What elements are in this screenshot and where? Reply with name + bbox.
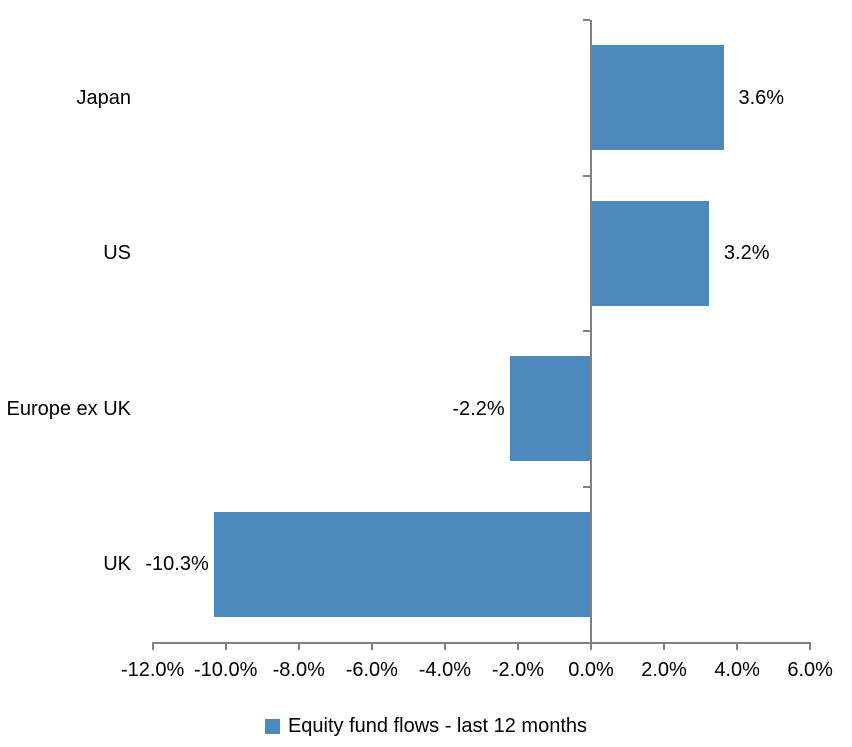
value-label-japan: 3.6% — [738, 86, 785, 109]
zero-axis-line — [590, 20, 592, 650]
legend-label: Equity fund flows - last 12 months — [287, 715, 588, 737]
x-axis-tick-8-0 — [297, 644, 300, 650]
bar-uk — [213, 511, 590, 617]
x-axis-tick-6-0 — [370, 644, 373, 650]
x-axis-line — [151, 642, 812, 644]
x-axis-tick-label-4-0: -4.0% — [418, 659, 471, 681]
value-label-us: 3.2% — [723, 242, 770, 265]
x-axis-tick-label-10-0: -10.0% — [194, 659, 258, 681]
x-axis-tick-label-8-0: -8.0% — [272, 659, 325, 681]
category-boundary-tick-2 — [583, 330, 590, 332]
x-axis-tick-4-0 — [443, 644, 446, 650]
x-axis-tick-label-2-0: -2.0% — [491, 659, 545, 681]
category-boundary-tick-1 — [583, 174, 590, 177]
x-axis-tick-label-4-0: 4.0% — [714, 659, 760, 681]
x-axis-tick-2-0 — [516, 644, 519, 650]
value-label-europe-ex-uk: -2.2% — [452, 397, 505, 420]
legend: Equity fund flows - last 12 months — [0, 712, 852, 740]
x-axis-tick-label-2-0: 2.0% — [641, 659, 687, 681]
bar-europe-ex-uk — [509, 356, 590, 462]
value-label-uk: -10.3% — [145, 553, 209, 576]
category-label-us: US — [103, 242, 131, 265]
bar-japan — [592, 45, 724, 151]
x-axis-tick-label-6-0: 6.0% — [787, 659, 833, 681]
x-axis-tick-10-0 — [224, 644, 227, 650]
bar-us — [592, 200, 709, 306]
x-axis-tick-6-0 — [809, 644, 812, 650]
category-boundary-tick-0 — [583, 19, 590, 21]
category-boundary-tick-3 — [583, 485, 590, 488]
x-axis-tick-label-0-0: 0.0% — [568, 659, 614, 681]
x-axis-tick-2-0 — [663, 644, 666, 650]
x-axis-tick-4-0 — [736, 644, 739, 650]
category-label-europe-ex-uk: Europe ex UK — [6, 397, 131, 420]
x-axis-tick-0-0 — [590, 644, 592, 650]
x-axis-tick-label-6-0: -6.0% — [345, 659, 398, 681]
category-label-japan: Japan — [76, 86, 132, 109]
x-axis-tick-label-12-0: -12.0% — [120, 659, 185, 681]
category-label-uk: UK — [103, 553, 131, 576]
x-axis-tick-12-0 — [151, 644, 154, 650]
legend-marker-icon — [264, 718, 280, 734]
